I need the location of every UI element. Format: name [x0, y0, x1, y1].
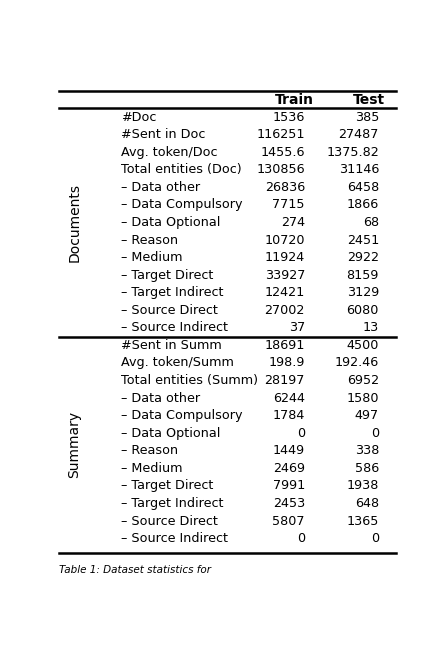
Text: 338: 338: [355, 444, 379, 457]
Text: Test: Test: [353, 93, 385, 106]
Text: – Source Indirect: – Source Indirect: [121, 321, 228, 334]
Text: 1455.6: 1455.6: [261, 146, 305, 158]
Text: 586: 586: [355, 462, 379, 475]
Text: 1536: 1536: [273, 111, 305, 124]
Text: 1375.82: 1375.82: [326, 146, 379, 158]
Text: – Data other: – Data other: [121, 392, 200, 405]
Text: – Data Compulsory: – Data Compulsory: [121, 198, 242, 211]
Text: 2453: 2453: [273, 497, 305, 510]
Text: 0: 0: [297, 532, 305, 545]
Text: – Source Indirect: – Source Indirect: [121, 532, 228, 545]
Text: 11924: 11924: [265, 251, 305, 264]
Text: – Data other: – Data other: [121, 181, 200, 194]
Text: 10720: 10720: [265, 233, 305, 246]
Text: 192.46: 192.46: [335, 357, 379, 370]
Text: 497: 497: [355, 409, 379, 422]
Text: 5807: 5807: [273, 514, 305, 527]
Text: #Sent in Summ: #Sent in Summ: [121, 339, 222, 352]
Text: #Sent in Doc: #Sent in Doc: [121, 128, 205, 141]
Text: 0: 0: [371, 532, 379, 545]
Text: 7715: 7715: [273, 198, 305, 211]
Text: – Target Direct: – Target Direct: [121, 269, 213, 282]
Text: – Medium: – Medium: [121, 462, 182, 475]
Text: 0: 0: [371, 427, 379, 439]
Text: Avg. token/Summ: Avg. token/Summ: [121, 357, 234, 370]
Text: 2451: 2451: [347, 233, 379, 246]
Text: 648: 648: [355, 497, 379, 510]
Text: 37: 37: [289, 321, 305, 334]
Text: 31146: 31146: [339, 163, 379, 176]
Text: 18691: 18691: [265, 339, 305, 352]
Text: Documents: Documents: [67, 183, 81, 262]
Text: 13: 13: [363, 321, 379, 334]
Text: 68: 68: [363, 216, 379, 229]
Text: – Source Direct: – Source Direct: [121, 514, 218, 527]
Text: 12421: 12421: [265, 286, 305, 299]
Text: 7991: 7991: [273, 479, 305, 492]
Text: – Data Optional: – Data Optional: [121, 216, 220, 229]
Text: 8159: 8159: [347, 269, 379, 282]
Text: Summary: Summary: [67, 411, 81, 478]
Text: 1866: 1866: [347, 198, 379, 211]
Text: 6080: 6080: [347, 304, 379, 317]
Text: 33927: 33927: [265, 269, 305, 282]
Text: 2469: 2469: [273, 462, 305, 475]
Text: 1580: 1580: [346, 392, 379, 405]
Text: 27487: 27487: [339, 128, 379, 141]
Text: 1938: 1938: [347, 479, 379, 492]
Text: 1365: 1365: [347, 514, 379, 527]
Text: 28197: 28197: [265, 374, 305, 387]
Text: 2922: 2922: [347, 251, 379, 264]
Text: – Source Direct: – Source Direct: [121, 304, 218, 317]
Text: – Reason: – Reason: [121, 233, 178, 246]
Text: Avg. token/Doc: Avg. token/Doc: [121, 146, 218, 158]
Text: #Doc: #Doc: [121, 111, 156, 124]
Text: – Data Compulsory: – Data Compulsory: [121, 409, 242, 422]
Text: – Target Indirect: – Target Indirect: [121, 497, 223, 510]
Text: 6952: 6952: [347, 374, 379, 387]
Text: Total entities (Doc): Total entities (Doc): [121, 163, 242, 176]
Text: 0: 0: [297, 427, 305, 439]
Text: 116251: 116251: [257, 128, 305, 141]
Text: 6244: 6244: [273, 392, 305, 405]
Text: – Target Direct: – Target Direct: [121, 479, 213, 492]
Text: – Target Indirect: – Target Indirect: [121, 286, 223, 299]
Text: 198.9: 198.9: [269, 357, 305, 370]
Text: Total entities (Summ): Total entities (Summ): [121, 374, 258, 387]
Text: 274: 274: [281, 216, 305, 229]
Text: 130856: 130856: [256, 163, 305, 176]
Text: – Reason: – Reason: [121, 444, 178, 457]
Text: 1784: 1784: [273, 409, 305, 422]
Text: 6458: 6458: [347, 181, 379, 194]
Text: 385: 385: [355, 111, 379, 124]
Text: – Medium: – Medium: [121, 251, 182, 264]
Text: 27002: 27002: [265, 304, 305, 317]
Text: 26836: 26836: [265, 181, 305, 194]
Text: – Data Optional: – Data Optional: [121, 427, 220, 439]
Text: Train: Train: [275, 93, 314, 106]
Text: 3129: 3129: [347, 286, 379, 299]
Text: Table 1: Dataset statistics for: Table 1: Dataset statistics for: [59, 565, 211, 575]
Text: 4500: 4500: [347, 339, 379, 352]
Text: 1449: 1449: [273, 444, 305, 457]
